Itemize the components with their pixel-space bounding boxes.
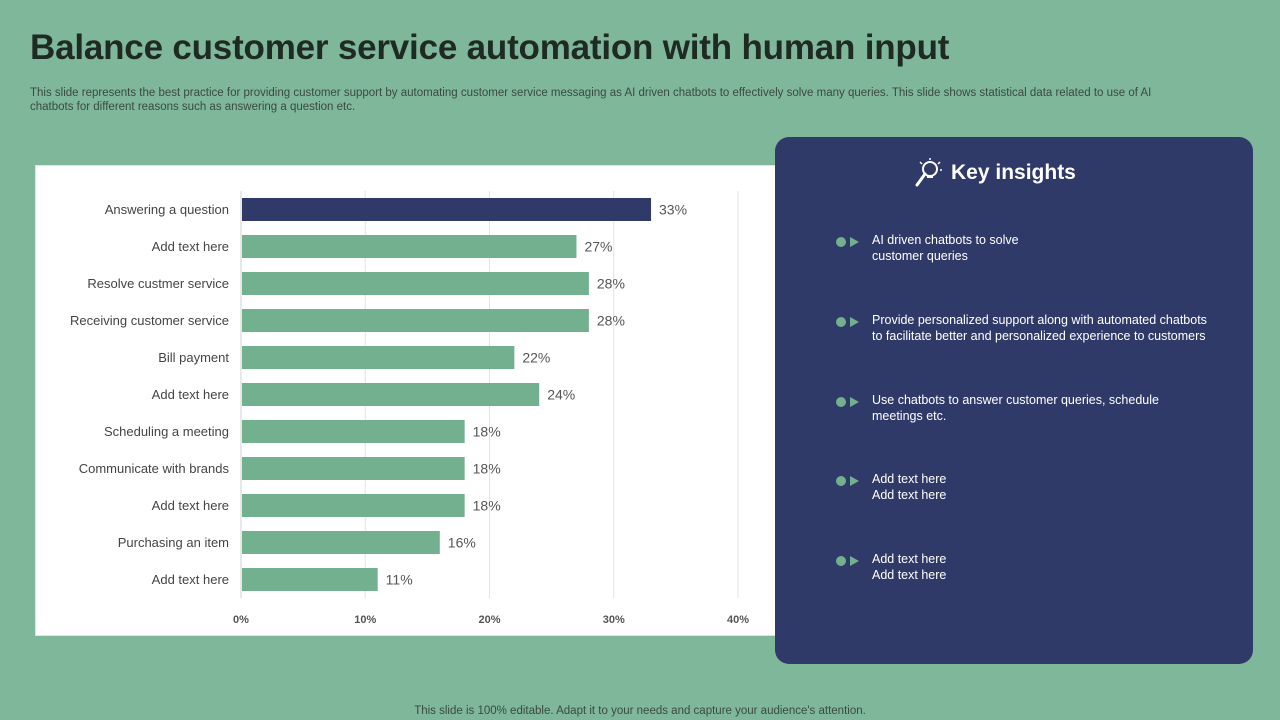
bullet-marker-icon bbox=[836, 556, 859, 566]
bullet-marker-icon bbox=[836, 476, 859, 486]
insight-item: Add text here Add text here bbox=[872, 472, 947, 502]
slide-footer: This slide is 100% editable. Adapt it to… bbox=[414, 705, 866, 717]
data-label: 28% bbox=[597, 276, 625, 292]
data-label: 24% bbox=[547, 387, 575, 403]
x-tick-label: 20% bbox=[478, 614, 500, 626]
category-label: Resolve custmer service bbox=[87, 276, 229, 291]
data-label: 27% bbox=[584, 239, 612, 255]
data-label: 11% bbox=[386, 572, 413, 588]
data-label: 28% bbox=[597, 313, 625, 329]
slide-subtitle: This slide represents the best practice … bbox=[30, 87, 1152, 113]
bar bbox=[242, 457, 465, 480]
category-label: Add text here bbox=[152, 387, 229, 402]
bullet-marker-icon bbox=[836, 237, 859, 247]
chart-card: 0% 10% 20% 30% 40% Answering a question 33% Add… bbox=[35, 165, 841, 636]
bar bbox=[242, 531, 440, 554]
key-insights-title: Key insights bbox=[951, 161, 1076, 184]
x-tick-label: 40% bbox=[727, 614, 749, 626]
bar bbox=[242, 568, 378, 591]
x-tick-label: 10% bbox=[354, 614, 376, 626]
data-label: 22% bbox=[522, 350, 550, 366]
bar bbox=[242, 383, 540, 406]
bullet-marker-icon bbox=[836, 397, 859, 407]
x-tick-label: 30% bbox=[603, 614, 625, 626]
data-label: 18% bbox=[473, 498, 501, 514]
data-label: 18% bbox=[473, 424, 501, 440]
insight-item: AI driven chatbots to solve customer que… bbox=[872, 233, 1019, 263]
bar-chart: 0% 10% 20% 30% 40% Answering a question 33% Add… bbox=[70, 191, 749, 626]
bar bbox=[242, 235, 577, 258]
category-label: Answering a question bbox=[105, 202, 229, 217]
bar bbox=[242, 346, 515, 369]
category-label: Communicate with brands bbox=[79, 461, 230, 476]
insight-item: Add text here Add text here bbox=[872, 552, 947, 582]
category-label: Bill payment bbox=[158, 350, 229, 365]
bullet-marker-icon bbox=[836, 317, 859, 327]
data-label: 16% bbox=[448, 535, 476, 551]
bar bbox=[242, 494, 465, 517]
slide-title: Balance customer service automation with… bbox=[30, 28, 950, 67]
lightbulb-magnifier-icon bbox=[915, 158, 942, 187]
category-label: Scheduling a meeting bbox=[104, 424, 229, 439]
x-tick-label: 0% bbox=[233, 614, 249, 626]
insight-item: Provide personalized support along with … bbox=[872, 313, 1207, 343]
bar bbox=[242, 198, 652, 221]
category-label: Purchasing an item bbox=[118, 535, 229, 550]
category-label: Receiving customer service bbox=[70, 313, 229, 328]
category-label: Add text here bbox=[152, 498, 229, 513]
key-insights-panel: Key insights AI driven chatbots to solve… bbox=[775, 137, 1253, 664]
category-label: Add text here bbox=[152, 239, 229, 254]
bar bbox=[242, 272, 589, 295]
data-label: 33% bbox=[659, 202, 687, 218]
key-insights-header: Key insights bbox=[913, 155, 1076, 191]
insight-item: Use chatbots to answer customer queries,… bbox=[872, 393, 1159, 423]
bar bbox=[242, 420, 465, 443]
bar bbox=[242, 309, 589, 332]
data-label: 18% bbox=[473, 461, 501, 477]
category-label: Add text here bbox=[152, 572, 229, 587]
